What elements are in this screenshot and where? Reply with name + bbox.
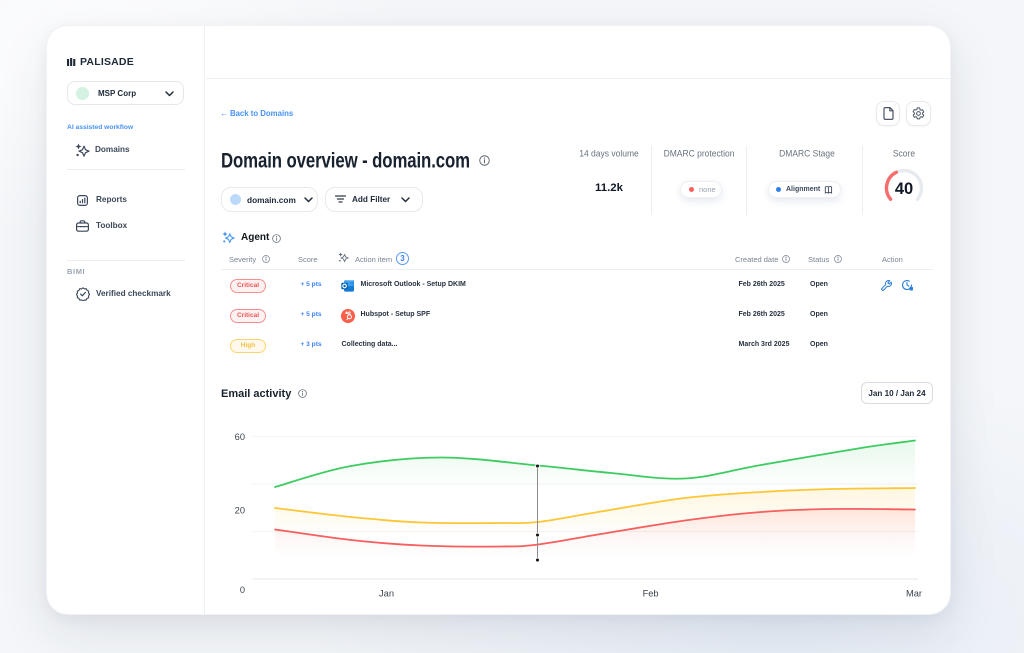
svg-text:Feb: Feb bbox=[643, 589, 659, 599]
svg-text:Jan: Jan bbox=[379, 589, 394, 599]
svg-text:20: 20 bbox=[235, 506, 245, 516]
svg-text:Mar: Mar bbox=[906, 589, 922, 599]
svg-text:40: 40 bbox=[895, 180, 913, 198]
svg-text:0: 0 bbox=[240, 585, 245, 595]
svg-text:60: 60 bbox=[235, 432, 245, 442]
